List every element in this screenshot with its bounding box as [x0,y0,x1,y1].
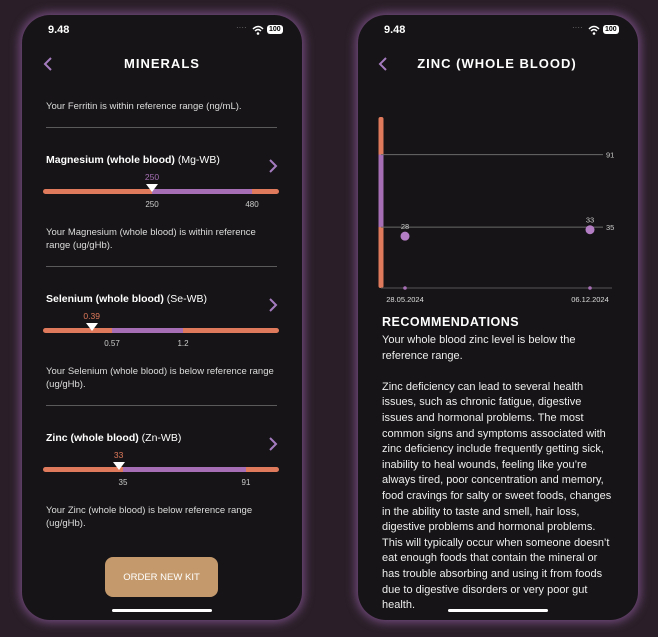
value-marker [112,462,125,470]
recommendations-heading: RECOMMENDATIONS [382,315,520,329]
mineral-code: (Zn-WB) [141,432,182,444]
mineral-name: Zinc (whole blood) (Zn-WB) [46,432,181,444]
x-tick-label: 28.05.2024 [386,295,424,304]
tick-label: 91 [241,478,251,487]
status-time: 9.48 [384,24,406,36]
battery: 100 [267,25,283,34]
phone-right [358,15,638,620]
reference-range [123,467,246,472]
signal: ···· [236,23,247,32]
x-tick [403,286,407,290]
ferritin-note: Your Ferritin is within reference range … [46,101,242,112]
screen-title: ZINC (WHOLE BLOOD) [417,56,577,71]
paragraph: Zinc deficiency can lead to several heal… [382,380,612,612]
detail-chevron[interactable] [268,159,278,178]
mineral-note: Your Selenium (whole blood) is below ref… [46,366,274,390]
tick-label: 1.2 [177,339,189,348]
wifi-icon [588,25,600,35]
phone-left [22,15,302,620]
value-marker [85,323,98,331]
value-label: 250 [144,172,160,182]
back-button[interactable] [377,56,389,72]
mineral-note: Your Magnesium (whole blood) is within r… [46,227,256,251]
signal: ···· [572,23,583,32]
battery: 100 [603,25,619,34]
mineral-title: Zinc (whole blood) [46,432,139,444]
mineral-code: (Mg-WB) [177,154,220,166]
data-label: 33 [586,216,594,225]
value-label: 33 [113,450,124,460]
screen-title: MINERALS [124,56,200,71]
x-tick [588,286,592,290]
detail-chevron[interactable] [268,298,278,317]
mineral-name: Selenium (whole blood) (Se-WB) [46,293,207,305]
tick-label: 0.57 [104,339,120,348]
data-point [585,225,595,235]
tick-label: 250 [145,200,159,209]
mineral-note: Your Zinc (whole blood) is below referen… [46,505,253,529]
recommendations-body: Your whole blood zinc level is below the… [382,333,614,614]
y-tick-label: 35 [606,223,614,232]
mineral-name: Magnesium (whole blood) (Mg-WB) [46,154,220,166]
tick-label: 35 [118,478,128,487]
back-button[interactable] [42,56,54,72]
y-tick-label: 91 [606,151,614,160]
reference-range [378,154,384,228]
mineral-code: (Se-WB) [166,293,208,305]
value-label: 0.39 [83,311,100,321]
divider [46,266,277,267]
mineral-title: Magnesium (whole blood) [46,154,175,166]
status-time: 9.48 [48,24,70,36]
data-label: 28 [401,222,409,231]
paragraph: Your whole blood zinc level is below the… [382,334,576,362]
tick-label: 480 [245,200,259,209]
mineral-title: Selenium (whole blood) [46,293,164,305]
reference-range [152,189,252,194]
wifi-icon [252,25,264,35]
x-tick-label: 06.12.2024 [571,295,609,304]
home-indicator [448,609,548,612]
chart: 35 91 28.05.2024 06.12.2024 28 33 [378,117,614,304]
detail-chevron[interactable] [268,437,278,456]
value-marker [146,184,158,192]
data-point [400,231,410,241]
divider [46,127,277,128]
reference-range [112,328,183,333]
order-button[interactable]: ORDER NEW KIT [105,557,218,597]
home-indicator [112,609,212,612]
divider [46,405,277,406]
